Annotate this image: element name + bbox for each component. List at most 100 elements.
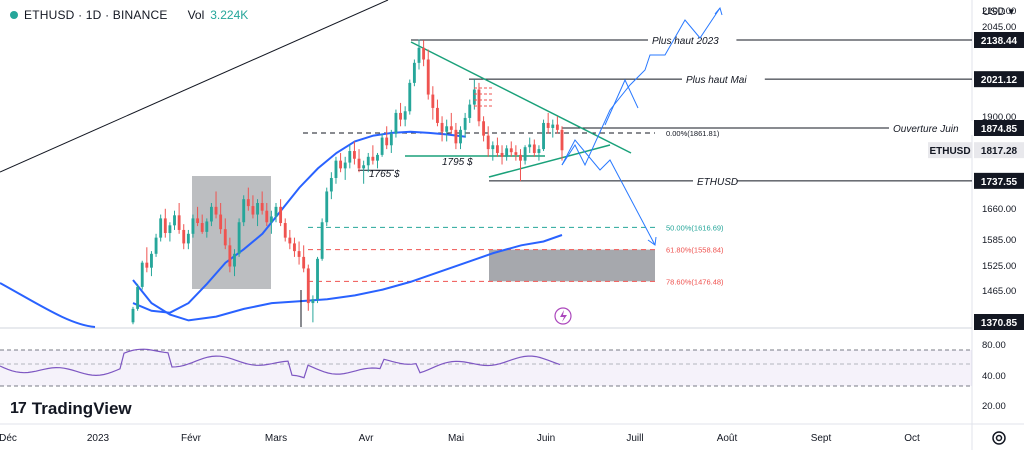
price-badge-bg (974, 172, 1024, 189)
price-badge-bg (974, 71, 1024, 88)
candle-body (209, 206, 213, 222)
bearish-projection (561, 139, 656, 246)
candle-body (223, 229, 227, 246)
symbol-title[interactable]: ETHUSD · 1D · BINANCE (24, 8, 168, 22)
flash-icon-bolt (560, 310, 567, 322)
candle-body (555, 124, 559, 130)
consolidation-box (192, 176, 271, 289)
candle-body (528, 144, 532, 148)
candle-body (399, 112, 402, 120)
bullish-arrow-head (714, 6, 723, 16)
price-badge: 2021.12 (981, 75, 1018, 86)
ma-long (132, 234, 563, 322)
candle-body (431, 94, 435, 108)
triangle-lower-line (488, 144, 611, 178)
rsi-tick: 40.00 (982, 371, 1006, 382)
bullish-projection (561, 7, 721, 167)
candle-body (182, 229, 186, 244)
level-label-2: Ouverture Juin (893, 124, 959, 135)
candle-body (348, 151, 352, 163)
level-label-0: Plus haut 2023 (652, 36, 719, 47)
candle-body (385, 137, 389, 146)
fib-label-0: 0.00%(1861.81) (666, 129, 720, 138)
candle-body (472, 89, 476, 105)
price-badge: 1737.55 (981, 177, 1018, 188)
chevron-down-icon: ▾ (1008, 6, 1014, 18)
fib-label-1: 50.00%(1616.69) (666, 223, 724, 232)
current-price-badge-bg (974, 142, 1024, 159)
candle-body (159, 218, 163, 238)
current-symbol-badge-bg (928, 142, 972, 159)
candle-body (339, 160, 343, 169)
candle-body (288, 237, 292, 244)
candle-body (500, 152, 504, 157)
candle-body (334, 160, 338, 178)
candle-body (191, 218, 195, 234)
level-label-bg-0 (648, 33, 737, 47)
candle-body (343, 162, 347, 169)
ma-short (132, 130, 466, 314)
price-tick: 1585.00 (982, 235, 1016, 246)
candle-body (173, 215, 176, 226)
time-tick: Juin (537, 433, 555, 444)
triangle-upper-line (410, 41, 632, 154)
candle-body (186, 233, 190, 244)
candle-body (454, 129, 458, 144)
price-tick: 1465.00 (982, 286, 1016, 297)
candle-body (509, 148, 513, 153)
price-badge-bg (974, 32, 1024, 48)
time-tick: Juill (626, 433, 643, 444)
price-badge-bg (974, 120, 1024, 136)
candle-body (440, 122, 444, 132)
rsi-band (0, 350, 972, 386)
fib-label-3: 78.60%(1476.48) (666, 277, 724, 286)
gear-icon[interactable] (989, 428, 1009, 448)
rsi-tick: 80.00 (982, 340, 1006, 351)
logo-mark: 17 (10, 400, 27, 417)
chart-header[interactable]: ETHUSD · 1D · BINANCE Vol 3.224K (6, 6, 253, 24)
bearish-arrow-head (647, 236, 657, 246)
ma-long-left (0, 282, 96, 328)
time-tick: Sept (811, 433, 832, 444)
current-symbol-badge: ETHUSD (929, 146, 970, 157)
volume-label: Vol (187, 8, 205, 22)
candle-body (537, 149, 541, 153)
annotation-1795: 1795 $ (442, 157, 473, 168)
candle-body (279, 206, 283, 224)
candle-body (560, 129, 564, 151)
candle-body (325, 191, 329, 223)
candle-body (274, 206, 278, 217)
candle-body (131, 308, 135, 323)
candle-body (297, 251, 301, 257)
price-badge: 2138.44 (981, 36, 1018, 47)
price-tick: 1660.00 (982, 204, 1016, 215)
logo-text: TradingView (31, 399, 132, 418)
candle-body (389, 133, 393, 146)
fib-label-2: 61.80%(1558.84) (666, 246, 724, 255)
candle-body (394, 112, 398, 134)
candle-body (468, 104, 472, 118)
price-tick: 1900.00 (982, 112, 1016, 123)
candle-body (265, 210, 269, 223)
candle-body (376, 154, 379, 161)
candle-body (357, 158, 361, 169)
currency-selector[interactable]: USD ▾ (982, 5, 1014, 19)
candle-body (150, 253, 153, 268)
candle-body (140, 262, 144, 287)
rsi-tick: 20.00 (982, 401, 1006, 412)
target-zone-box (489, 249, 655, 282)
level-label-3: ETHUSD (697, 177, 738, 188)
candle-body (233, 253, 236, 267)
candle-body (205, 221, 209, 232)
price-tick: 2100.00 (982, 6, 1016, 17)
candle-body (237, 222, 241, 254)
current-price-badge: 1817.28 (981, 146, 1018, 157)
time-tick: Mars (265, 433, 287, 444)
candle-body (436, 107, 439, 123)
candle-body (412, 62, 416, 83)
candle-body (136, 286, 140, 309)
trend-line (0, 0, 389, 173)
candle-body (177, 215, 181, 230)
